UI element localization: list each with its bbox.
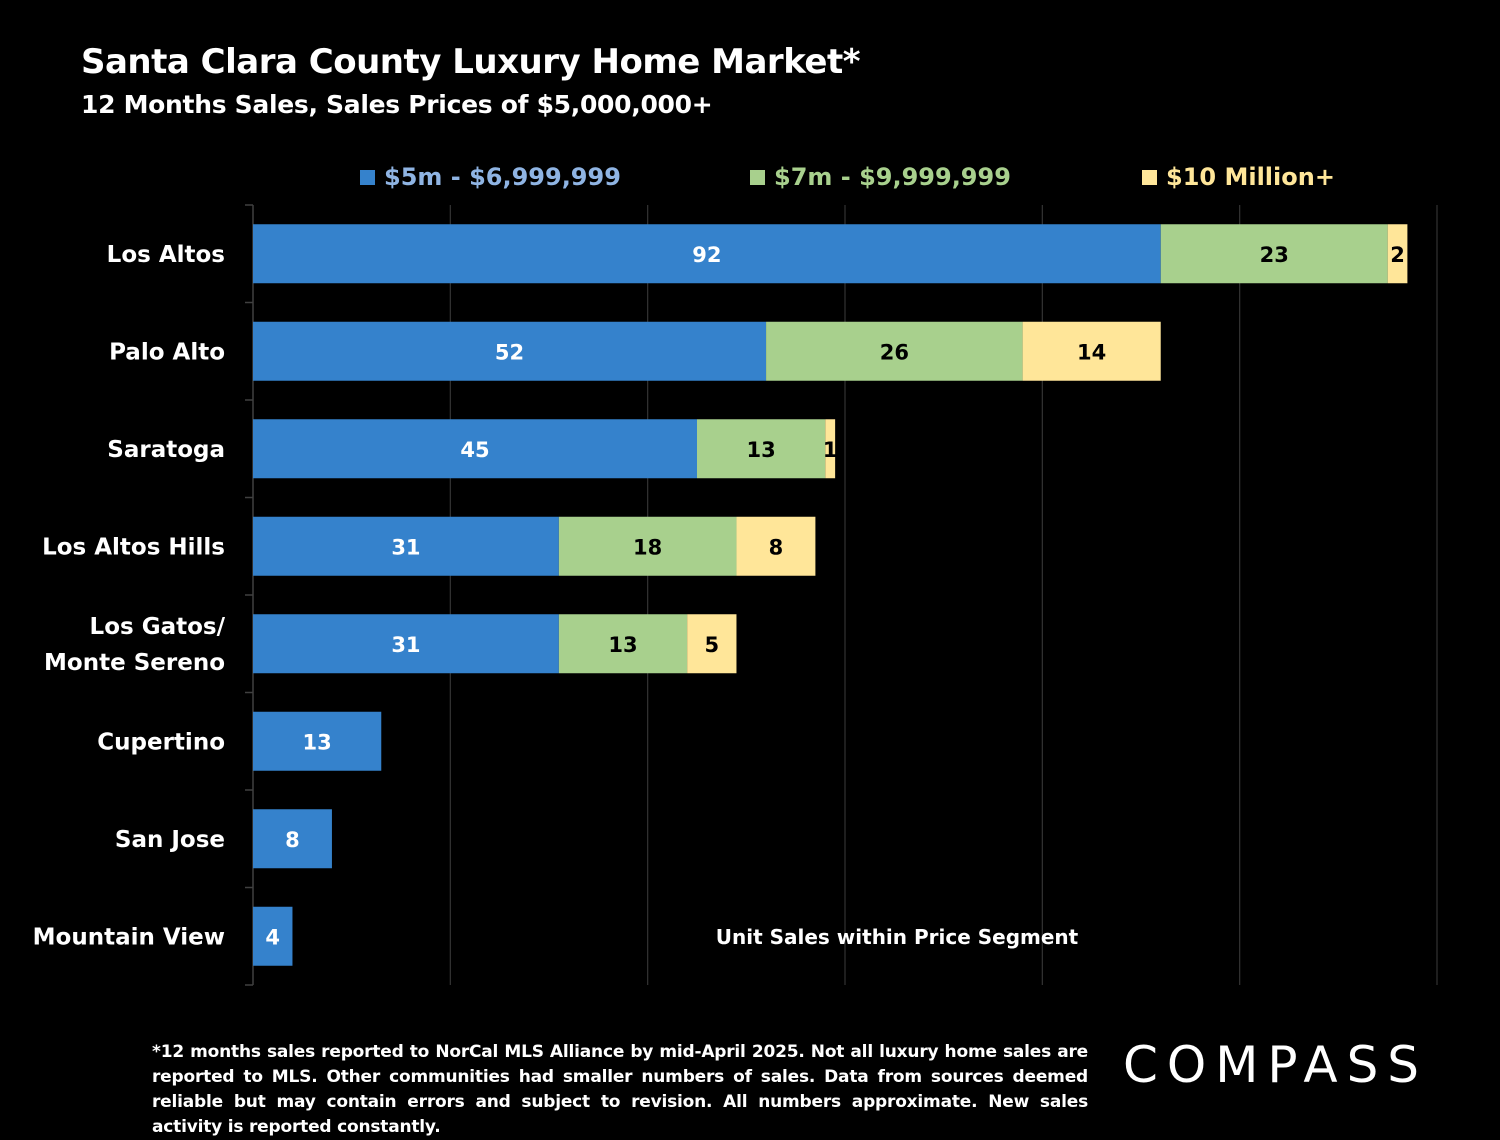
category-label-line: Monte Sereno bbox=[44, 650, 225, 676]
category-label: Cupertino bbox=[97, 729, 225, 755]
bar-segment bbox=[558, 516, 737, 576]
bar-segment bbox=[736, 516, 816, 576]
category-label: Mountain View bbox=[33, 924, 225, 950]
data-label: 92 bbox=[692, 243, 721, 267]
data-label: 31 bbox=[391, 535, 420, 559]
legend-swatch bbox=[750, 169, 765, 185]
bar-segment bbox=[1387, 224, 1408, 284]
category-label-line: Cupertino bbox=[97, 729, 225, 755]
bar-segment bbox=[253, 516, 559, 576]
data-label: 13 bbox=[303, 730, 332, 754]
legend-label: $7m - $9,999,999 bbox=[774, 163, 1011, 191]
data-label: 31 bbox=[391, 633, 420, 657]
bar-segment bbox=[253, 224, 1161, 284]
bars: 92 23 2 52 26 14 45 13 1 31 18 8 31 13 5 13 8 4 bbox=[253, 224, 1408, 966]
bar-segment bbox=[253, 711, 382, 771]
bar-segment bbox=[825, 419, 836, 479]
data-label: 18 bbox=[633, 535, 662, 559]
bar-segment bbox=[687, 614, 737, 674]
category-label: San Jose bbox=[115, 827, 225, 853]
bar-chart: 92 23 2 52 26 14 45 13 1 31 18 8 31 13 5 13 8 4 Los Altos… bbox=[33, 204, 1438, 986]
category-label-line: Mountain View bbox=[33, 924, 225, 950]
data-label: 8 bbox=[285, 828, 300, 852]
bar-segment bbox=[697, 419, 826, 479]
data-label: 23 bbox=[1260, 243, 1289, 267]
data-label: 26 bbox=[880, 340, 909, 364]
data-label: 4 bbox=[265, 925, 280, 949]
legend-swatch bbox=[1142, 169, 1157, 185]
category-label-line: Palo Alto bbox=[109, 339, 225, 365]
category-label: Saratoga bbox=[107, 437, 225, 463]
bar-segment bbox=[253, 419, 697, 479]
legend-label: $10 Million+ bbox=[1166, 163, 1335, 191]
category-label: Los Altos Hills bbox=[42, 534, 225, 560]
chart-subtitle: 12 Months Sales, Sales Prices of $5,000,… bbox=[81, 90, 713, 119]
data-label: 14 bbox=[1077, 340, 1106, 364]
data-label: 8 bbox=[769, 535, 784, 559]
bar-segment bbox=[1160, 224, 1388, 284]
legend-label: $5m - $6,999,999 bbox=[384, 163, 621, 191]
data-label: 45 bbox=[460, 438, 489, 462]
bar-segment bbox=[253, 321, 767, 381]
compass-logo: COMPASS bbox=[1123, 1036, 1429, 1094]
category-label-line: Los Altos bbox=[107, 242, 225, 268]
legend-item-7m: $7m - $9,999,999 bbox=[750, 161, 1011, 193]
legend-item-5m: $5m - $6,999,999 bbox=[360, 161, 621, 193]
data-label: 2 bbox=[1390, 243, 1405, 267]
category-label-line: Saratoga bbox=[107, 437, 225, 463]
data-label: 1 bbox=[823, 438, 838, 462]
bar-segment bbox=[1022, 321, 1161, 381]
category-label-line: Los Altos Hills bbox=[42, 534, 225, 560]
category-label: Los Altos bbox=[107, 242, 225, 268]
data-label: 5 bbox=[704, 633, 719, 657]
legend-item-10m: $10 Million+ bbox=[1142, 161, 1335, 193]
data-label: 52 bbox=[495, 340, 524, 364]
data-label: 13 bbox=[747, 438, 776, 462]
bar-segment bbox=[253, 614, 559, 674]
data-label: 13 bbox=[608, 633, 637, 657]
category-label-line: San Jose bbox=[115, 827, 225, 853]
footnote: *12 months sales reported to NorCal MLS … bbox=[152, 1042, 1088, 1137]
category-label-line: Los Gatos/ bbox=[90, 614, 226, 640]
bar-segment bbox=[253, 809, 332, 869]
legend-swatch bbox=[360, 169, 375, 185]
bar-segment bbox=[766, 321, 1023, 381]
chart-annotation: Unit Sales within Price Segment bbox=[716, 925, 1079, 949]
bar-segment bbox=[558, 614, 688, 674]
chart-title: Santa Clara County Luxury Home Market* bbox=[81, 42, 861, 82]
category-label: Los Gatos/Monte Sereno bbox=[44, 614, 226, 676]
bar-segment bbox=[253, 906, 293, 966]
category-label: Palo Alto bbox=[109, 339, 225, 365]
category-labels: Los Altos Palo Alto Saratoga Los Altos Hill… bbox=[33, 242, 226, 951]
